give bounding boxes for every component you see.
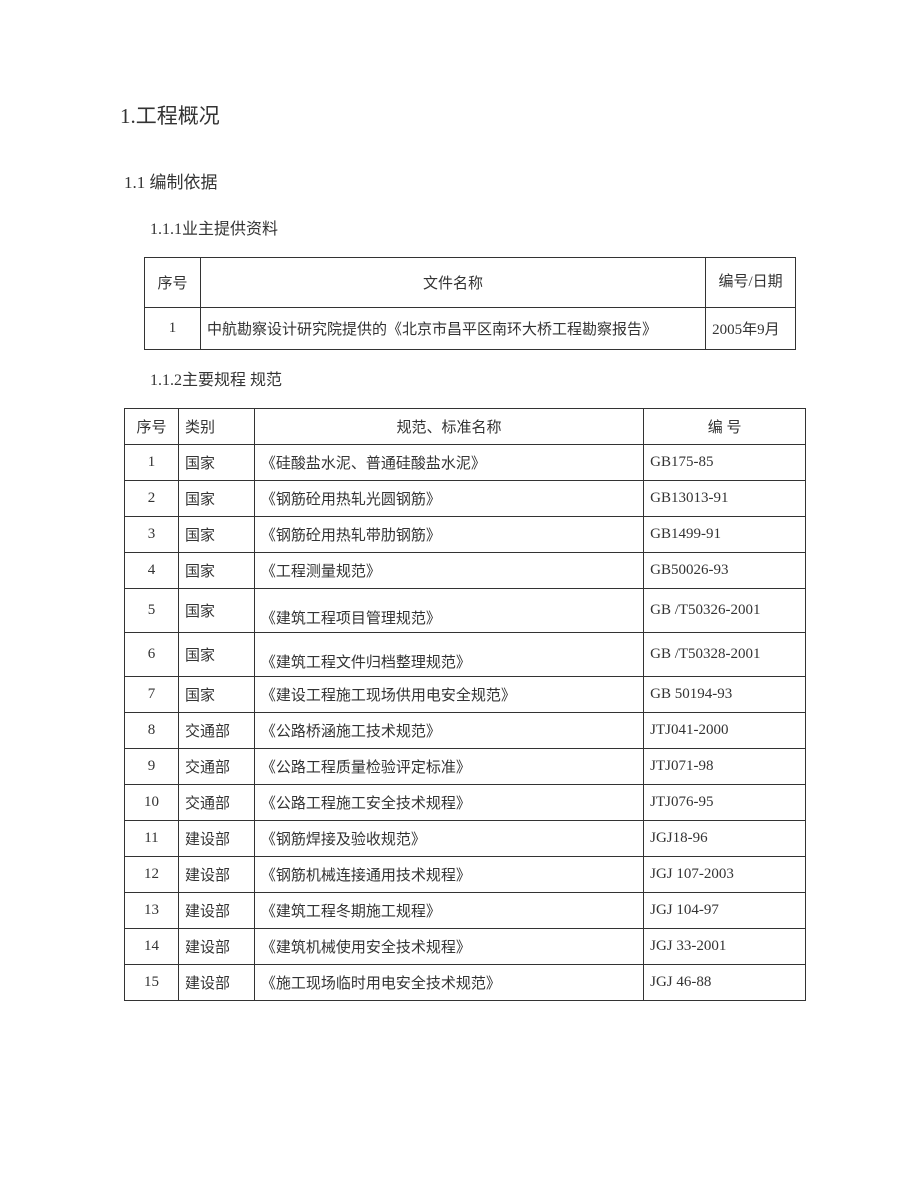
table-owner-provided: 序号 文件名称 编号/日期 1中航勘察设计研究院提供的《北京市昌平区南环大桥工程… xyxy=(144,257,796,350)
cell-name: 中航勘察设计研究院提供的《北京市昌平区南环大桥工程勘察报告》 xyxy=(200,307,705,349)
cell-name: 《钢筋焊接及验收规范》 xyxy=(254,820,643,856)
cell-name: 《公路桥涵施工技术规范》 xyxy=(254,712,643,748)
table-row: 15建设部《施工现场临时用电安全技术规范》JGJ 46-88 xyxy=(125,964,806,1000)
cell-name: 《公路工程质量检验评定标准》 xyxy=(254,748,643,784)
table-row: 3国家《钢筋砼用热轧带肋钢筋》GB1499-91 xyxy=(125,516,806,552)
th-cat: 类别 xyxy=(178,408,254,444)
cell-category: 国家 xyxy=(178,444,254,480)
cell-category: 建设部 xyxy=(178,928,254,964)
table-row: 5国家《建筑工程项目管理规范》GB /T50326-2001 xyxy=(125,588,806,632)
cell-code: JGJ 33-2001 xyxy=(644,928,806,964)
cell-seq: 1 xyxy=(125,444,179,480)
cell-seq: 6 xyxy=(125,632,179,676)
cell-category: 国家 xyxy=(178,516,254,552)
table-row: 11建设部《钢筋焊接及验收规范》JGJ18-96 xyxy=(125,820,806,856)
table-row: 1国家《硅酸盐水泥、普通硅酸盐水泥》GB175-85 xyxy=(125,444,806,480)
cell-seq: 8 xyxy=(125,712,179,748)
table1-body: 1中航勘察设计研究院提供的《北京市昌平区南环大桥工程勘察报告》2005年9月 xyxy=(145,307,796,349)
table2-body: 1国家《硅酸盐水泥、普通硅酸盐水泥》GB175-852国家《钢筋砼用热轧光圆钢筋… xyxy=(125,444,806,1000)
cell-code: JGJ 104-97 xyxy=(644,892,806,928)
cell-code: JGJ 46-88 xyxy=(644,964,806,1000)
cell-name: 《硅酸盐水泥、普通硅酸盐水泥》 xyxy=(254,444,643,480)
heading-1: 1.工程概况 xyxy=(120,100,800,130)
cell-code: GB1499-91 xyxy=(644,516,806,552)
th-seq: 序号 xyxy=(145,258,201,308)
table-row: 14建设部《建筑机械使用安全技术规程》JGJ 33-2001 xyxy=(125,928,806,964)
table-row: 10交通部《公路工程施工安全技术规程》JTJ076-95 xyxy=(125,784,806,820)
cell-seq: 15 xyxy=(125,964,179,1000)
cell-seq: 9 xyxy=(125,748,179,784)
cell-code: JTJ041-2000 xyxy=(644,712,806,748)
cell-seq: 7 xyxy=(125,676,179,712)
th-code: 编 号 xyxy=(644,408,806,444)
th-date: 编号/日期 xyxy=(706,258,796,308)
cell-category: 国家 xyxy=(178,552,254,588)
table-row: 7国家《建设工程施工现场供用电安全规范》GB 50194-93 xyxy=(125,676,806,712)
cell-name: 《建设工程施工现场供用电安全规范》 xyxy=(254,676,643,712)
cell-name: 《钢筋砼用热轧光圆钢筋》 xyxy=(254,480,643,516)
cell-code: GB175-85 xyxy=(644,444,806,480)
table-row: 13建设部《建筑工程冬期施工规程》JGJ 104-97 xyxy=(125,892,806,928)
cell-code: JTJ071-98 xyxy=(644,748,806,784)
cell-seq: 11 xyxy=(125,820,179,856)
table-row: 1中航勘察设计研究院提供的《北京市昌平区南环大桥工程勘察报告》2005年9月 xyxy=(145,307,796,349)
cell-category: 建设部 xyxy=(178,856,254,892)
cell-category: 建设部 xyxy=(178,820,254,856)
th-seq: 序号 xyxy=(125,408,179,444)
table-row: 12建设部《钢筋机械连接通用技术规程》JGJ 107-2003 xyxy=(125,856,806,892)
cell-code: GB50026-93 xyxy=(644,552,806,588)
cell-code: GB 50194-93 xyxy=(644,676,806,712)
th-name: 规范、标准名称 xyxy=(254,408,643,444)
cell-code: GB /T50328-2001 xyxy=(644,632,806,676)
heading-3-2: 1.1.2主要规程 规范 xyxy=(150,366,800,390)
cell-name: 《钢筋砼用热轧带肋钢筋》 xyxy=(254,516,643,552)
cell-category: 国家 xyxy=(178,588,254,632)
cell-seq: 1 xyxy=(145,307,201,349)
cell-name: 《建筑工程冬期施工规程》 xyxy=(254,892,643,928)
cell-code: GB /T50326-2001 xyxy=(644,588,806,632)
cell-seq: 2 xyxy=(125,480,179,516)
table-header-row: 序号 文件名称 编号/日期 xyxy=(145,258,796,308)
cell-seq: 3 xyxy=(125,516,179,552)
table-row: 2国家《钢筋砼用热轧光圆钢筋》GB13013-91 xyxy=(125,480,806,516)
cell-category: 国家 xyxy=(178,632,254,676)
cell-name: 《建筑工程文件归档整理规范》 xyxy=(254,632,643,676)
cell-name: 《施工现场临时用电安全技术规范》 xyxy=(254,964,643,1000)
cell-code: GB13013-91 xyxy=(644,480,806,516)
th-name: 文件名称 xyxy=(200,258,705,308)
cell-seq: 13 xyxy=(125,892,179,928)
cell-seq: 5 xyxy=(125,588,179,632)
table-row: 6国家《建筑工程文件归档整理规范》GB /T50328-2001 xyxy=(125,632,806,676)
cell-seq: 14 xyxy=(125,928,179,964)
cell-category: 交通部 xyxy=(178,712,254,748)
cell-category: 建设部 xyxy=(178,964,254,1000)
heading-2: 1.1 编制依据 xyxy=(124,168,800,193)
cell-category: 国家 xyxy=(178,676,254,712)
table-row: 4国家《工程测量规范》GB50026-93 xyxy=(125,552,806,588)
heading-3-1: 1.1.1业主提供资料 xyxy=(150,215,800,239)
cell-name: 《建筑机械使用安全技术规程》 xyxy=(254,928,643,964)
cell-category: 交通部 xyxy=(178,784,254,820)
cell-seq: 10 xyxy=(125,784,179,820)
table-row: 9交通部《公路工程质量检验评定标准》JTJ071-98 xyxy=(125,748,806,784)
table-standards: 序号 类别 规范、标准名称 编 号 1国家《硅酸盐水泥、普通硅酸盐水泥》GB17… xyxy=(124,408,806,1001)
cell-name: 《公路工程施工安全技术规程》 xyxy=(254,784,643,820)
cell-seq: 4 xyxy=(125,552,179,588)
cell-category: 国家 xyxy=(178,480,254,516)
cell-code: JGJ18-96 xyxy=(644,820,806,856)
table-row: 8交通部《公路桥涵施工技术规范》JTJ041-2000 xyxy=(125,712,806,748)
cell-category: 建设部 xyxy=(178,892,254,928)
cell-seq: 12 xyxy=(125,856,179,892)
cell-name: 《建筑工程项目管理规范》 xyxy=(254,588,643,632)
cell-name: 《钢筋机械连接通用技术规程》 xyxy=(254,856,643,892)
cell-code: JTJ076-95 xyxy=(644,784,806,820)
table-header-row: 序号 类别 规范、标准名称 编 号 xyxy=(125,408,806,444)
cell-code: JGJ 107-2003 xyxy=(644,856,806,892)
cell-category: 交通部 xyxy=(178,748,254,784)
cell-date: 2005年9月 xyxy=(706,307,796,349)
cell-name: 《工程测量规范》 xyxy=(254,552,643,588)
